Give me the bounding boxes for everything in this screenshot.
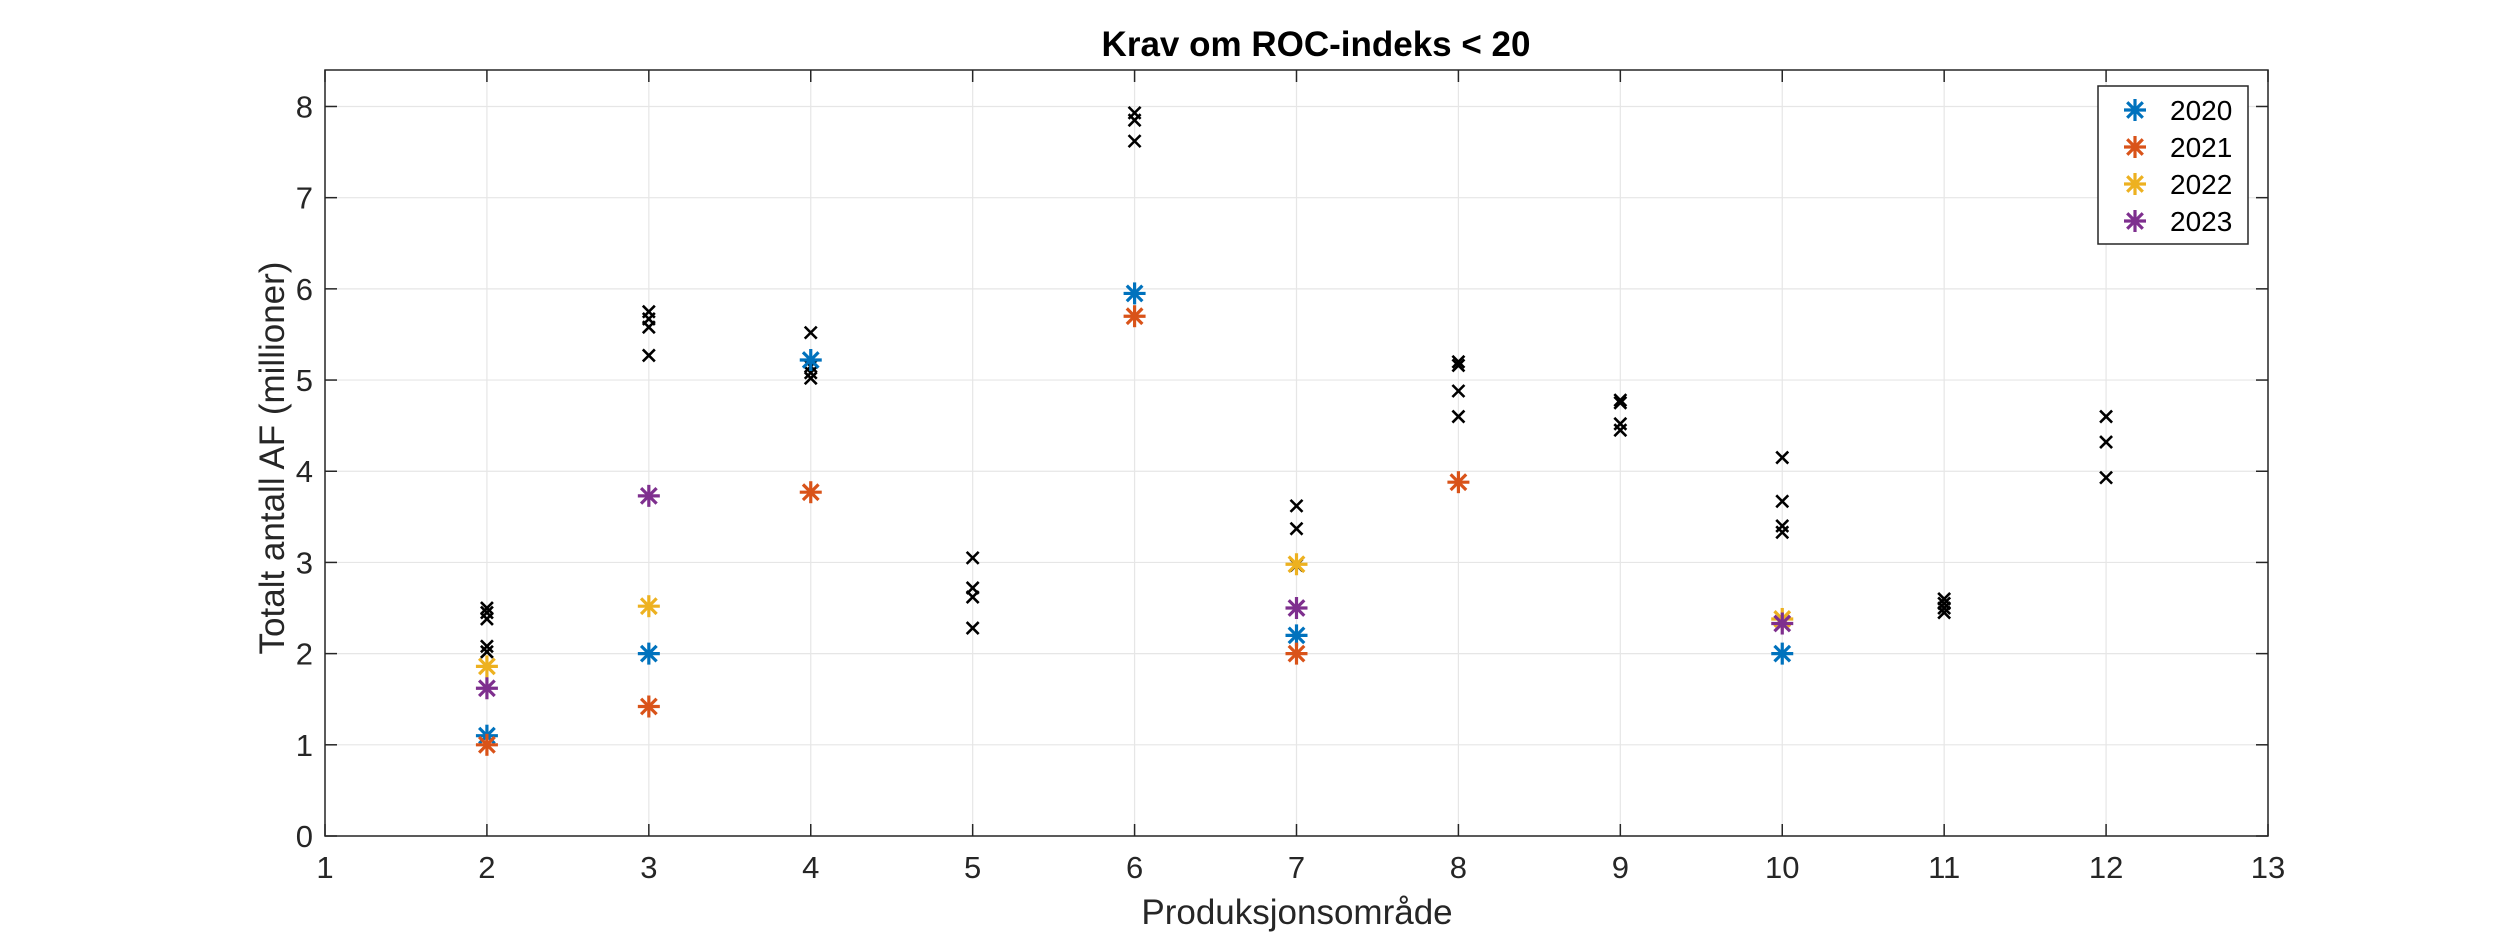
x-marker-point	[1289, 521, 1304, 536]
x-marker-point	[803, 371, 818, 386]
x-axis-label: Produksjonsområde	[1141, 893, 1452, 932]
x-marker-point	[1127, 134, 1142, 149]
x-marker-point	[1937, 596, 1952, 611]
y-tick-label: 5	[296, 363, 313, 398]
x-tick-label: 3	[640, 850, 657, 885]
x-marker-point	[1451, 354, 1466, 369]
series-2021-point	[1447, 471, 1470, 494]
x-marker-point	[2099, 435, 2114, 449]
x-tick-label: 1	[316, 850, 333, 885]
x-marker-point	[1775, 450, 1790, 465]
series-2023-point	[1771, 612, 1794, 635]
x-tick-label: 8	[1450, 850, 1467, 885]
grid-lines	[324, 70, 2269, 837]
x-marker-point	[1289, 498, 1304, 513]
y-tick-label: 0	[296, 819, 313, 854]
x-tick-label: 5	[964, 850, 981, 885]
series-2022-point	[1285, 553, 1308, 576]
legend-box	[2097, 85, 2249, 245]
series-2023-point	[637, 484, 660, 507]
y-tick-label: 6	[296, 272, 313, 307]
y-tick-label: 3	[296, 545, 313, 580]
x-marker-point	[1613, 393, 1628, 408]
x-tick-label: 4	[802, 850, 819, 885]
x-marker-point	[641, 348, 656, 363]
data-markers	[475, 105, 2114, 756]
x-marker-point	[479, 601, 494, 615]
x-marker-point	[1775, 494, 1790, 509]
x-axis-tick-labels: 1 2 3 4 5 6 7 8 9 10 11 12 13	[316, 850, 2285, 885]
y-tick-label: 8	[296, 89, 313, 124]
x-tick-label: 12	[2089, 850, 2123, 885]
series-2020-point	[637, 642, 660, 665]
series-2020-point	[1771, 642, 1794, 665]
legend-marker-2023	[2124, 210, 2146, 232]
x-marker-point	[803, 325, 818, 340]
x-tick-label: 6	[1126, 850, 1143, 885]
x-marker-point	[965, 550, 980, 565]
x-marker-point	[1451, 409, 1466, 424]
y-axis-label: Totalt antall AF (millioner)	[253, 262, 292, 655]
series-2021-point	[1285, 642, 1308, 665]
legend-marker-2020	[2124, 99, 2146, 121]
legend-marker-2022	[2124, 173, 2146, 195]
series-2021-point	[637, 695, 660, 718]
x-tick-label: 2	[478, 850, 495, 885]
series-2023-point	[1285, 597, 1308, 620]
series-2023-point	[475, 677, 498, 700]
series-2021-point	[799, 481, 822, 504]
chart-title: Krav om ROC-indeks < 20	[1102, 25, 1531, 64]
x-tick-label: 10	[1765, 850, 1799, 885]
x-tick-label: 13	[2251, 850, 2285, 885]
x-marker-point	[2099, 470, 2114, 485]
series-2020-point	[799, 348, 822, 371]
x-tick-label: 7	[1288, 850, 1305, 885]
x-marker-point	[965, 581, 980, 595]
series-2022-point	[475, 655, 498, 678]
legend-label-2020: 2020	[2170, 95, 2232, 126]
series-2021-point	[475, 733, 498, 756]
x-marker-point	[1451, 384, 1466, 398]
x-marker-point	[479, 644, 494, 659]
x-marker-point	[1127, 105, 1142, 120]
x-marker-point	[1451, 358, 1466, 373]
x-tick-label: 11	[1928, 850, 1960, 885]
series-2022-point	[637, 595, 660, 618]
y-axis-tick-labels: 0 1 2 3 4 5 6 7 8	[296, 89, 313, 854]
legend-label-2023: 2023	[2170, 206, 2232, 237]
series-2020-point	[1123, 282, 1146, 305]
x-marker-point	[1613, 416, 1628, 431]
x-marker-point	[965, 621, 980, 636]
series-2021-point	[1123, 305, 1146, 328]
x-marker-point	[2099, 409, 2114, 424]
y-tick-label: 2	[296, 637, 313, 672]
x-marker-point	[1775, 519, 1790, 533]
y-tick-label: 4	[296, 454, 313, 489]
x-marker-point	[479, 639, 494, 654]
x-marker-point	[1613, 395, 1628, 410]
x-tick-label: 9	[1612, 850, 1629, 885]
y-tick-label: 7	[296, 181, 313, 216]
axis-ticks	[324, 70, 2269, 837]
legend-label-2022: 2022	[2170, 169, 2232, 200]
legend-label-2021: 2021	[2170, 132, 2232, 163]
x-marker-point	[1937, 591, 1952, 606]
y-tick-label: 1	[296, 728, 313, 763]
legend-marker-2021	[2124, 136, 2146, 158]
x-marker-point	[479, 605, 494, 620]
x-marker-point	[641, 304, 656, 319]
legend: 2020 2021 2022 2023	[2097, 85, 2249, 245]
